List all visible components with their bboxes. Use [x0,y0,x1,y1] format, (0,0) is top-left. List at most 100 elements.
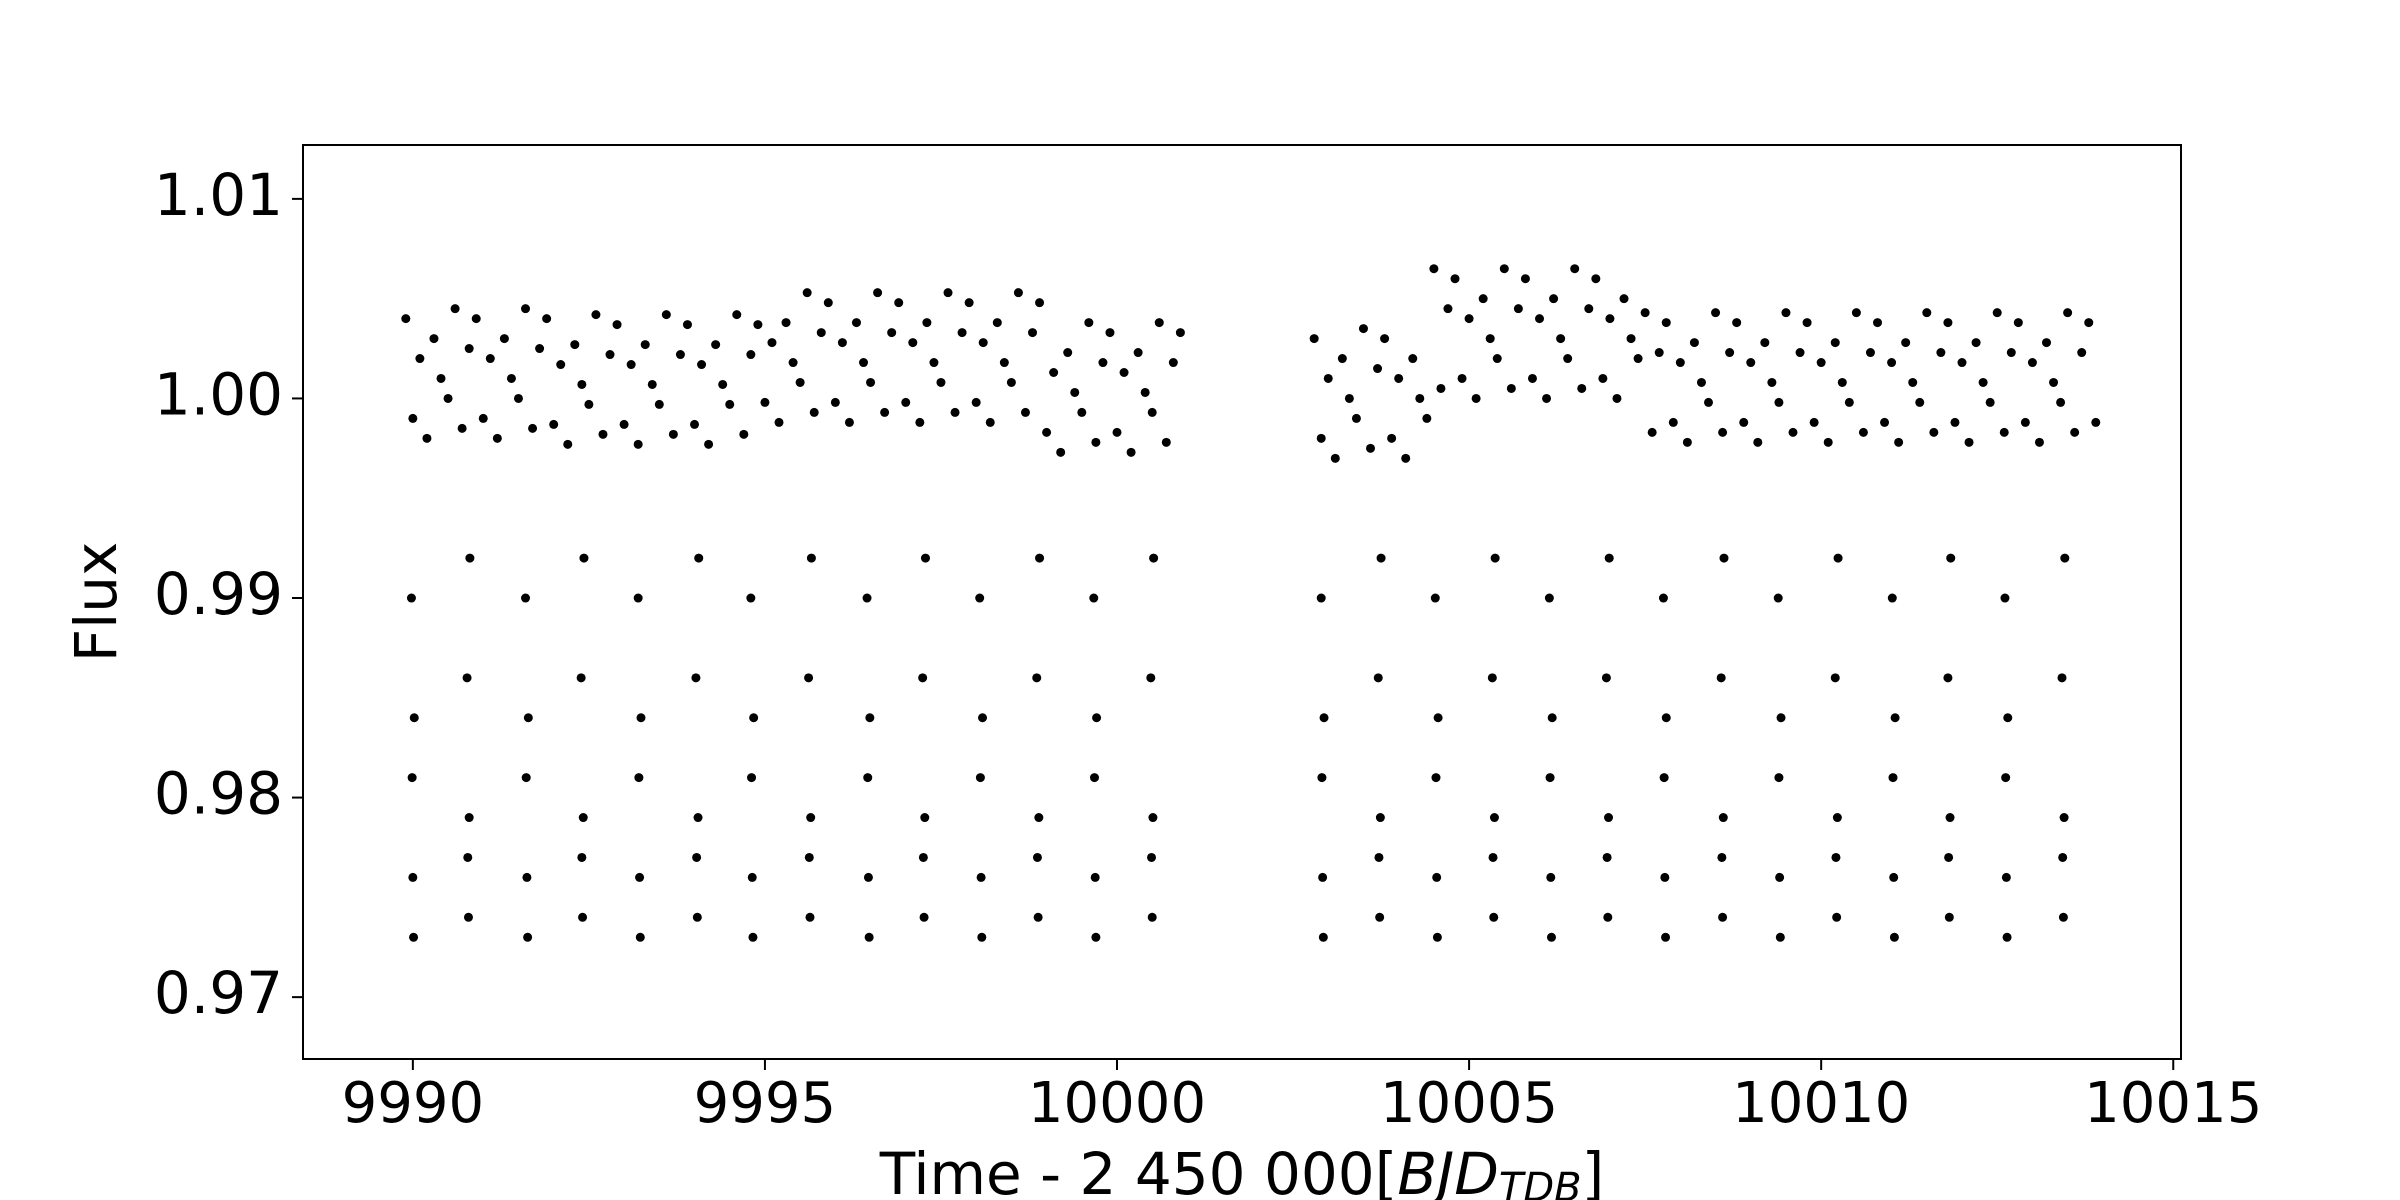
data-point [753,320,763,330]
data-point [862,593,872,603]
data-point [450,304,460,314]
data-point [591,310,601,320]
data-point [950,407,960,417]
data-point [1746,358,1756,368]
data-point [1415,393,1425,403]
data-point [429,334,439,344]
data-point [887,328,897,338]
data-point [1408,354,1418,364]
data-point [1830,338,1840,348]
data-point [598,429,608,439]
data-point [633,593,643,603]
data-point [1309,334,1319,344]
data-point [1719,553,1729,563]
data-point [1489,813,1499,823]
data-point [1049,368,1059,378]
data-point [2020,417,2030,427]
data-point [975,593,985,603]
data-point [1767,377,1777,387]
data-point [1545,773,1555,783]
x-axis-label-part: BJD [1397,1140,1499,1200]
data-point [1739,417,1749,427]
data-point [2049,377,2059,387]
data-point [1831,852,1841,862]
data-point [844,417,854,427]
data-point [1661,713,1671,723]
data-point [1318,872,1328,882]
data-point [464,813,474,823]
data-point [1316,593,1326,603]
data-point [1429,264,1439,274]
data-point [1387,433,1397,443]
data-point [478,413,488,423]
data-point [1717,852,1727,862]
data-point [1035,553,1045,563]
data-point [635,872,645,882]
data-point [863,872,873,882]
data-point [635,932,645,942]
data-point [1978,377,1988,387]
data-point [1546,872,1556,882]
x-tick-label: 10010 [1732,1071,1910,1136]
data-point [1675,358,1685,368]
data-point [1373,364,1383,374]
data-point [1317,773,1327,783]
data-point [704,439,714,449]
data-point [1422,413,1432,423]
data-point [521,593,531,603]
data-point [866,377,876,387]
data-point [1753,437,1763,447]
data-point [485,354,495,364]
data-point [749,713,759,723]
data-point [1832,813,1842,823]
data-point [1837,377,1847,387]
data-point [619,419,629,429]
data-point [1098,358,1108,368]
data-point [2002,932,2012,942]
data-point [1485,334,1495,344]
y-axis-label: Flux [62,542,130,663]
data-point [1957,358,1967,368]
data-point [1090,872,1100,882]
data-point [1851,308,1861,318]
data-point [462,673,472,683]
data-point [1478,294,1488,304]
data-point [1149,553,1159,563]
data-point [978,713,988,723]
data-point [2091,417,2101,427]
data-point [465,553,475,563]
data-point [1471,393,1481,403]
data-point [563,439,573,449]
x-axis-label-part: Time - 2 450 000[ [879,1140,1398,1200]
data-point [747,773,757,783]
data-point [781,318,791,328]
data-point [1432,872,1442,882]
data-point [1175,328,1185,338]
data-point [1577,383,1587,393]
data-point [1401,453,1411,463]
data-point [1602,852,1612,862]
data-point [1140,387,1150,397]
data-point [795,377,805,387]
data-point [1570,264,1580,274]
data-point [806,553,816,563]
data-point [521,773,531,783]
data-point [1146,673,1156,683]
data-point [943,288,953,298]
data-point [1971,338,1981,348]
data-point [408,872,418,882]
data-point [570,340,580,350]
data-point [975,773,985,783]
data-point [409,713,419,723]
data-point [1091,932,1101,942]
data-point [1887,358,1897,368]
data-point [1490,553,1500,563]
data-point [1032,673,1042,683]
data-point [464,344,474,354]
data-point [1133,348,1143,358]
data-point [1487,673,1497,683]
data-point [1830,673,1840,683]
data-point [1775,872,1785,882]
data-point [1034,813,1044,823]
data-point [1802,318,1812,328]
